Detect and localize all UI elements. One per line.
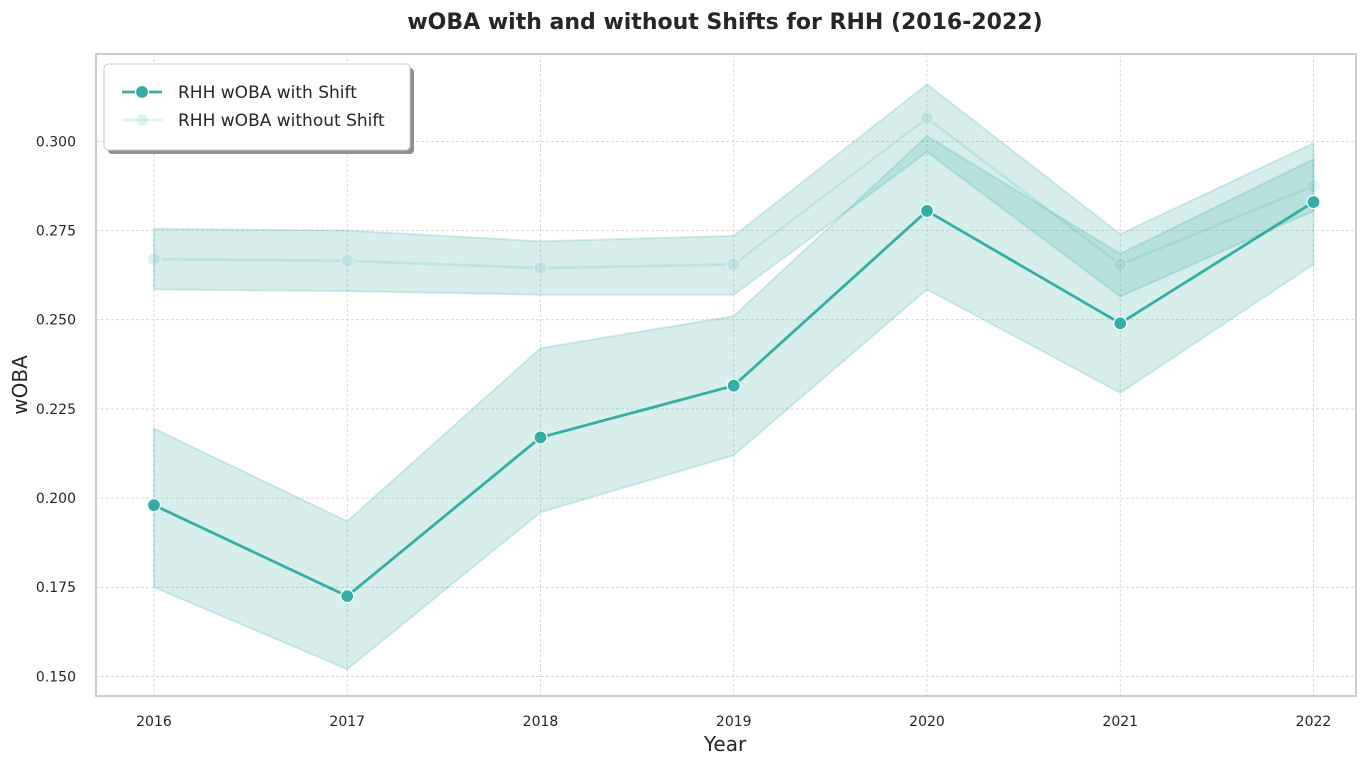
series-line <box>153 116 1315 270</box>
data-point <box>533 260 548 276</box>
legend-box <box>103 63 411 151</box>
y-tick-label: 0.225 <box>36 402 76 418</box>
x-tick-label: 2017 <box>329 714 365 730</box>
chart-title: wOBA with and without Shifts for RHH (20… <box>407 10 1042 35</box>
data-point <box>726 378 741 393</box>
y-tick-label: 0.200 <box>36 491 76 507</box>
ci-band-series-0 <box>152 134 1315 671</box>
legend-entry: RHH wOBA without Shift <box>122 111 385 131</box>
data-point <box>146 251 162 267</box>
x-tick-label: 2020 <box>909 714 945 730</box>
y-tick-labels: 0.150 0.175 0.200 0.225 0.250 0.275 0.300 <box>36 134 76 685</box>
legend-marker <box>134 112 150 128</box>
data-point <box>1306 178 1321 194</box>
y-axis-label: wOBA <box>8 355 32 415</box>
y-tick-label: 0.300 <box>36 134 76 150</box>
y-tick-label: 0.150 <box>36 669 76 685</box>
data-point <box>1306 194 1321 210</box>
legend-label: RHH wOBA without Shift <box>178 111 385 131</box>
data-point <box>1113 316 1128 331</box>
y-tick-label: 0.175 <box>36 580 76 596</box>
data-point <box>1113 257 1128 272</box>
legend: RHH wOBA with Shift RHH wOBA without Shif… <box>103 63 414 154</box>
ci-band-series-1 <box>152 83 1315 298</box>
data-point <box>726 257 741 272</box>
x-tick-label: 2022 <box>1296 714 1332 730</box>
confidence-bands <box>152 83 1315 671</box>
y-tick-label: 0.275 <box>36 224 76 240</box>
x-axis-label: Year <box>703 732 747 756</box>
data-point <box>919 111 935 126</box>
x-tick-labels: 2016 2017 2018 2019 2020 2021 2022 <box>136 714 1331 730</box>
data-point <box>146 498 162 513</box>
series-1 <box>146 111 1321 276</box>
legend-items: RHH wOBA with Shift RHH wOBA without Shif… <box>122 83 385 131</box>
x-tick-label: 2019 <box>716 714 752 730</box>
series-lines <box>146 111 1321 604</box>
series-0 <box>146 194 1321 604</box>
data-point <box>340 589 355 604</box>
data-point <box>919 203 935 219</box>
y-tick-label: 0.250 <box>36 313 76 329</box>
x-tick-label: 2016 <box>136 714 172 730</box>
grid-layer <box>96 54 1356 696</box>
x-tick-label: 2021 <box>1102 714 1138 730</box>
legend-label: RHH wOBA with Shift <box>178 83 357 103</box>
data-point <box>340 253 355 268</box>
legend-marker <box>134 84 150 100</box>
data-point <box>533 430 548 445</box>
plot-frame <box>95 53 1357 697</box>
x-tick-label: 2018 <box>523 714 559 730</box>
legend-entry: RHH wOBA with Shift <box>122 83 357 103</box>
